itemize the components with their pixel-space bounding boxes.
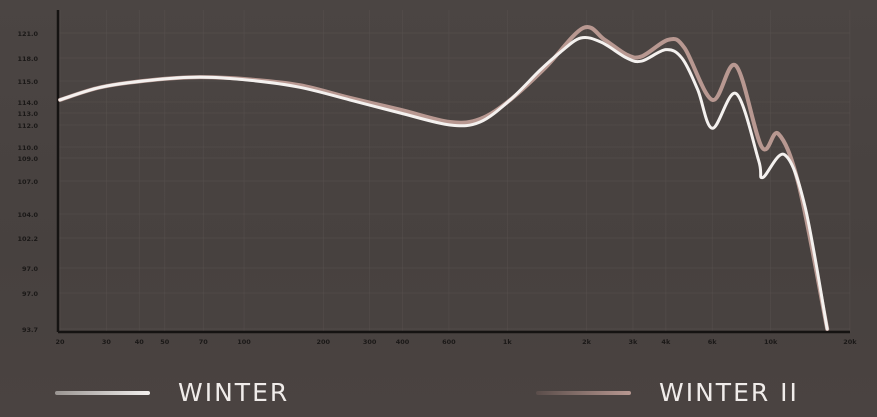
legend-item-winter-ii: WINTER II <box>536 378 799 407</box>
y-tick-label: 112.0 <box>17 122 38 130</box>
x-tick-label: 300 <box>363 338 377 346</box>
y-tick-label: 97.0 <box>22 290 39 298</box>
x-tick-label: 30 <box>102 338 112 346</box>
legend-swatch-winter-ii <box>536 390 631 395</box>
x-tick-label: 70 <box>199 338 209 346</box>
x-tick-label: 200 <box>317 338 331 346</box>
x-tick-label: 1k <box>503 338 513 346</box>
y-tick-label: 115.0 <box>17 78 38 86</box>
x-tick-label: 20k <box>843 338 857 346</box>
x-tick-label: 20 <box>55 338 65 346</box>
x-tick-label: 100 <box>237 338 251 346</box>
y-tick-label: 114.0 <box>17 99 38 107</box>
x-tick-label: 10k <box>764 338 778 346</box>
x-tick-label: 4k <box>661 338 671 346</box>
y-tick-label: 93.7 <box>22 326 38 334</box>
y-tick-label: 107.0 <box>17 178 38 186</box>
x-tick-label: 3k <box>629 338 639 346</box>
legend-swatch-winter <box>55 390 150 395</box>
x-tick-label: 40 <box>135 338 145 346</box>
y-tick-label: 113.0 <box>17 110 38 118</box>
x-tick-label: 600 <box>442 338 456 346</box>
y-tick-label: 97.0 <box>22 265 39 273</box>
legend-item-winter: WINTER <box>55 378 289 407</box>
y-tick-label: 109.0 <box>17 155 38 163</box>
y-tick-label: 104.0 <box>17 211 38 219</box>
series-lines <box>58 25 830 331</box>
x-tick-label: 50 <box>160 338 170 346</box>
x-axis-ticks: 20 30 40 50 70 100 200 300 400 600 1k 2k 3k 4k 6k 10k 20… <box>55 338 857 346</box>
x-tick-label: 400 <box>396 338 410 346</box>
legend-label-winter: WINTER <box>178 378 290 407</box>
y-tick-label: 121.0 <box>17 30 38 38</box>
y-axis-ticks: 121.0 118.0 115.0 114.0 113.0 112.0 110.0 109.0… <box>17 30 38 334</box>
x-tick-label: 6k <box>708 338 718 346</box>
grid <box>58 10 851 332</box>
legend-label-winter-ii: WINTER II <box>659 378 799 407</box>
x-tick-label: 2k <box>582 338 592 346</box>
y-tick-label: 102.2 <box>17 235 38 243</box>
y-tick-label: 118.0 <box>17 55 38 63</box>
series-line-winter <box>58 35 829 331</box>
y-tick-label: 110.0 <box>17 144 38 152</box>
